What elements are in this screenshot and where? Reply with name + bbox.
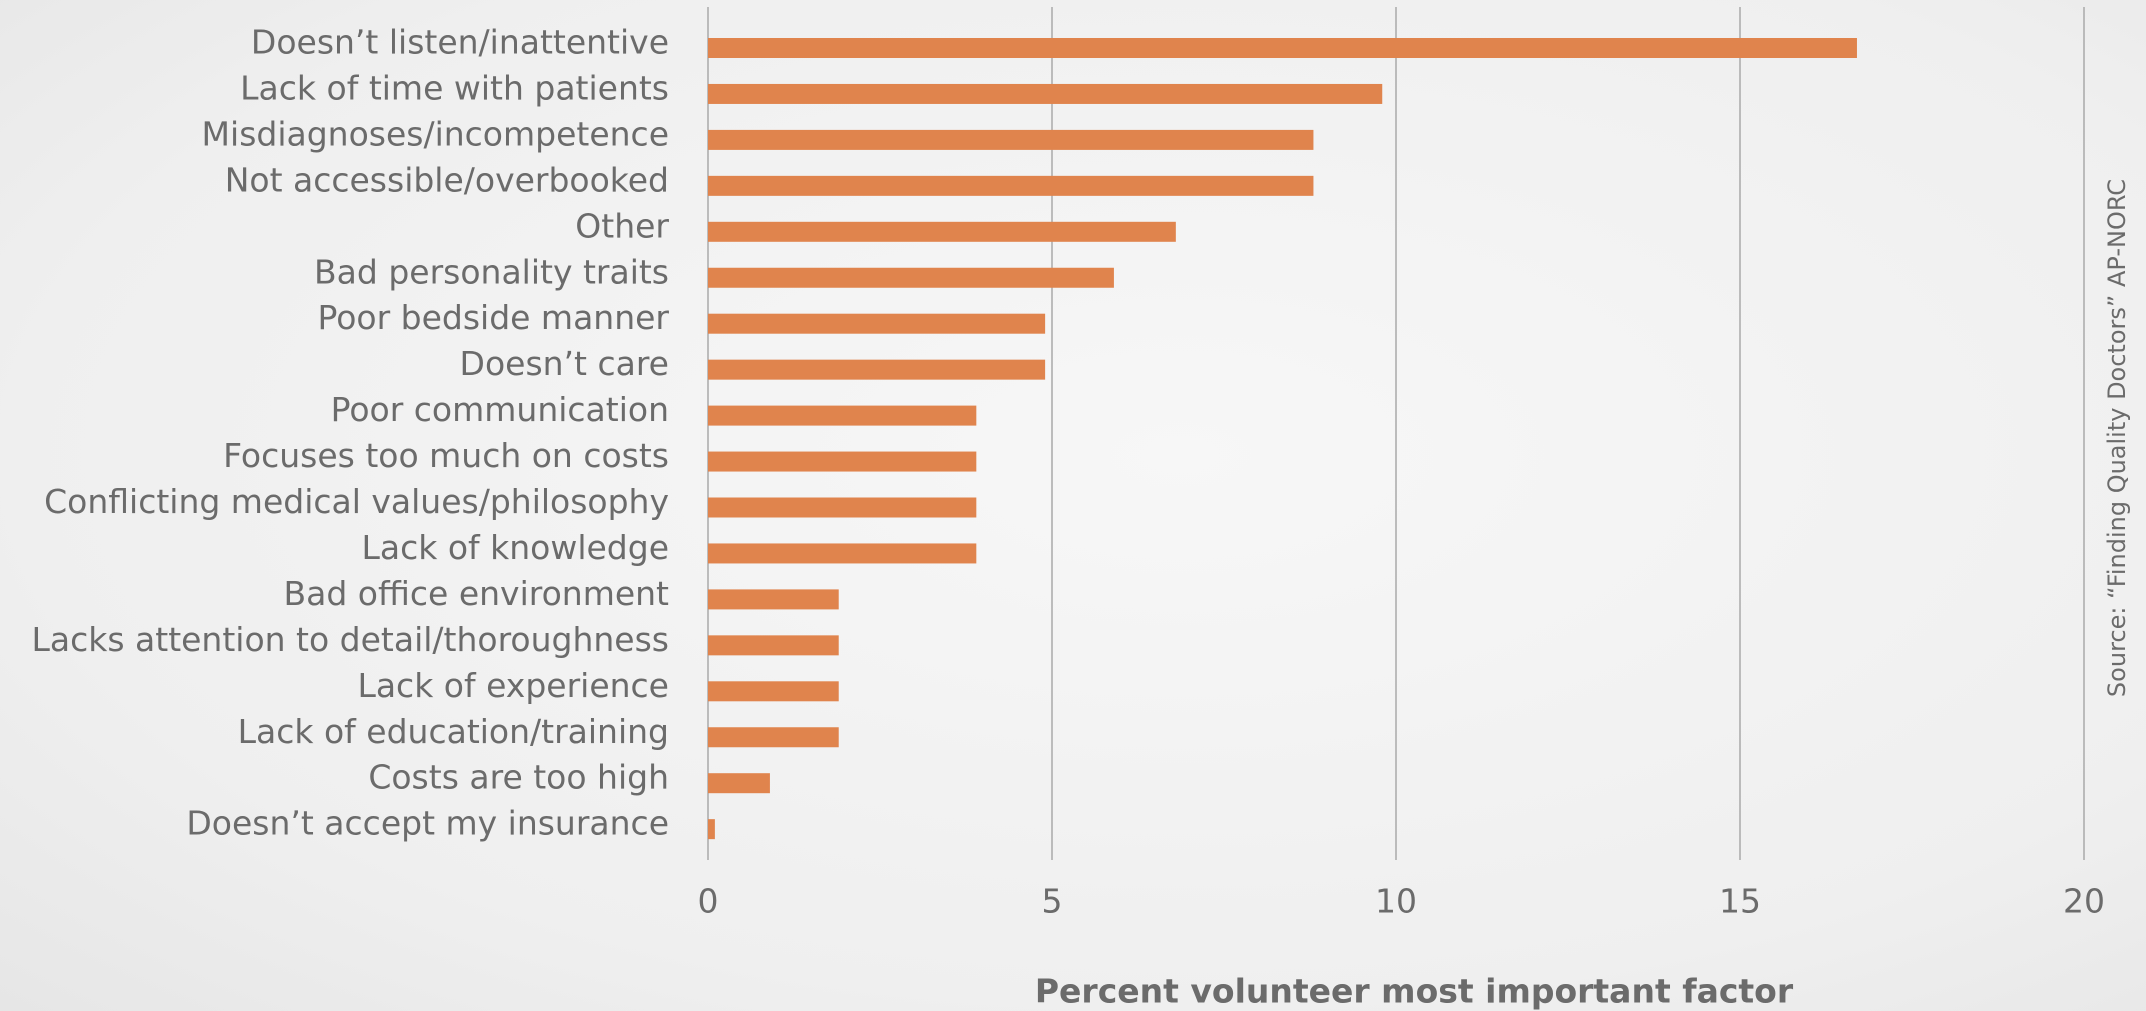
x-tick-label: 20 — [2063, 882, 2105, 921]
x-axis-title: Percent volunteer most important factor — [1035, 972, 1794, 1011]
y-tick-label: Doesn’t listen/inattentive — [251, 23, 669, 62]
y-tick-label: Poor communication — [331, 390, 669, 429]
bar — [708, 83, 1383, 104]
bar — [708, 38, 1857, 58]
y-tick-label: Doesn’t accept my insurance — [186, 804, 669, 843]
y-tick-label: Lack of education/training — [238, 712, 669, 751]
bar — [708, 681, 839, 702]
y-tick-label: Lack of time with patients — [240, 68, 669, 107]
y-tick-label: Conflicting medical values/philosophy — [44, 482, 669, 521]
bar — [708, 727, 839, 748]
bar — [708, 221, 1176, 242]
bar — [708, 635, 839, 656]
y-tick-label: Poor bedside manner — [317, 298, 669, 337]
y-tick-label: Focuses too much on costs — [223, 436, 669, 475]
bar — [708, 451, 977, 472]
bar — [708, 543, 977, 564]
x-tick-label: 10 — [1375, 882, 1417, 921]
y-tick-label: Misdiagnoses/incompetence — [202, 114, 669, 153]
bar — [708, 267, 1114, 288]
bar — [708, 175, 1314, 196]
y-tick-label: Lack of experience — [357, 666, 669, 705]
bar — [708, 359, 1046, 380]
bar — [708, 773, 770, 794]
y-tick-label: Not accessible/overbooked — [225, 160, 669, 199]
y-tick-label: Bad office environment — [284, 574, 670, 613]
bar — [708, 819, 715, 840]
source-note: Source: “Finding Quality Doctors” AP-NOR… — [2103, 179, 2131, 697]
bar — [708, 589, 839, 610]
y-tick-label: Doesn’t care — [460, 344, 669, 383]
bar — [708, 313, 1046, 334]
y-tick-label: Lacks attention to detail/thoroughness — [31, 620, 669, 659]
y-tick-label: Bad personality traits — [314, 252, 669, 291]
x-tick-label: 15 — [1719, 882, 1761, 921]
x-tick-label: 0 — [698, 882, 719, 921]
bar — [708, 497, 977, 518]
x-tick-label: 5 — [1042, 882, 1063, 921]
y-tick-label: Other — [575, 206, 669, 245]
bar — [708, 405, 977, 426]
y-tick-label: Costs are too high — [368, 758, 669, 797]
y-tick-label: Lack of knowledge — [361, 528, 669, 567]
bar — [708, 129, 1314, 150]
